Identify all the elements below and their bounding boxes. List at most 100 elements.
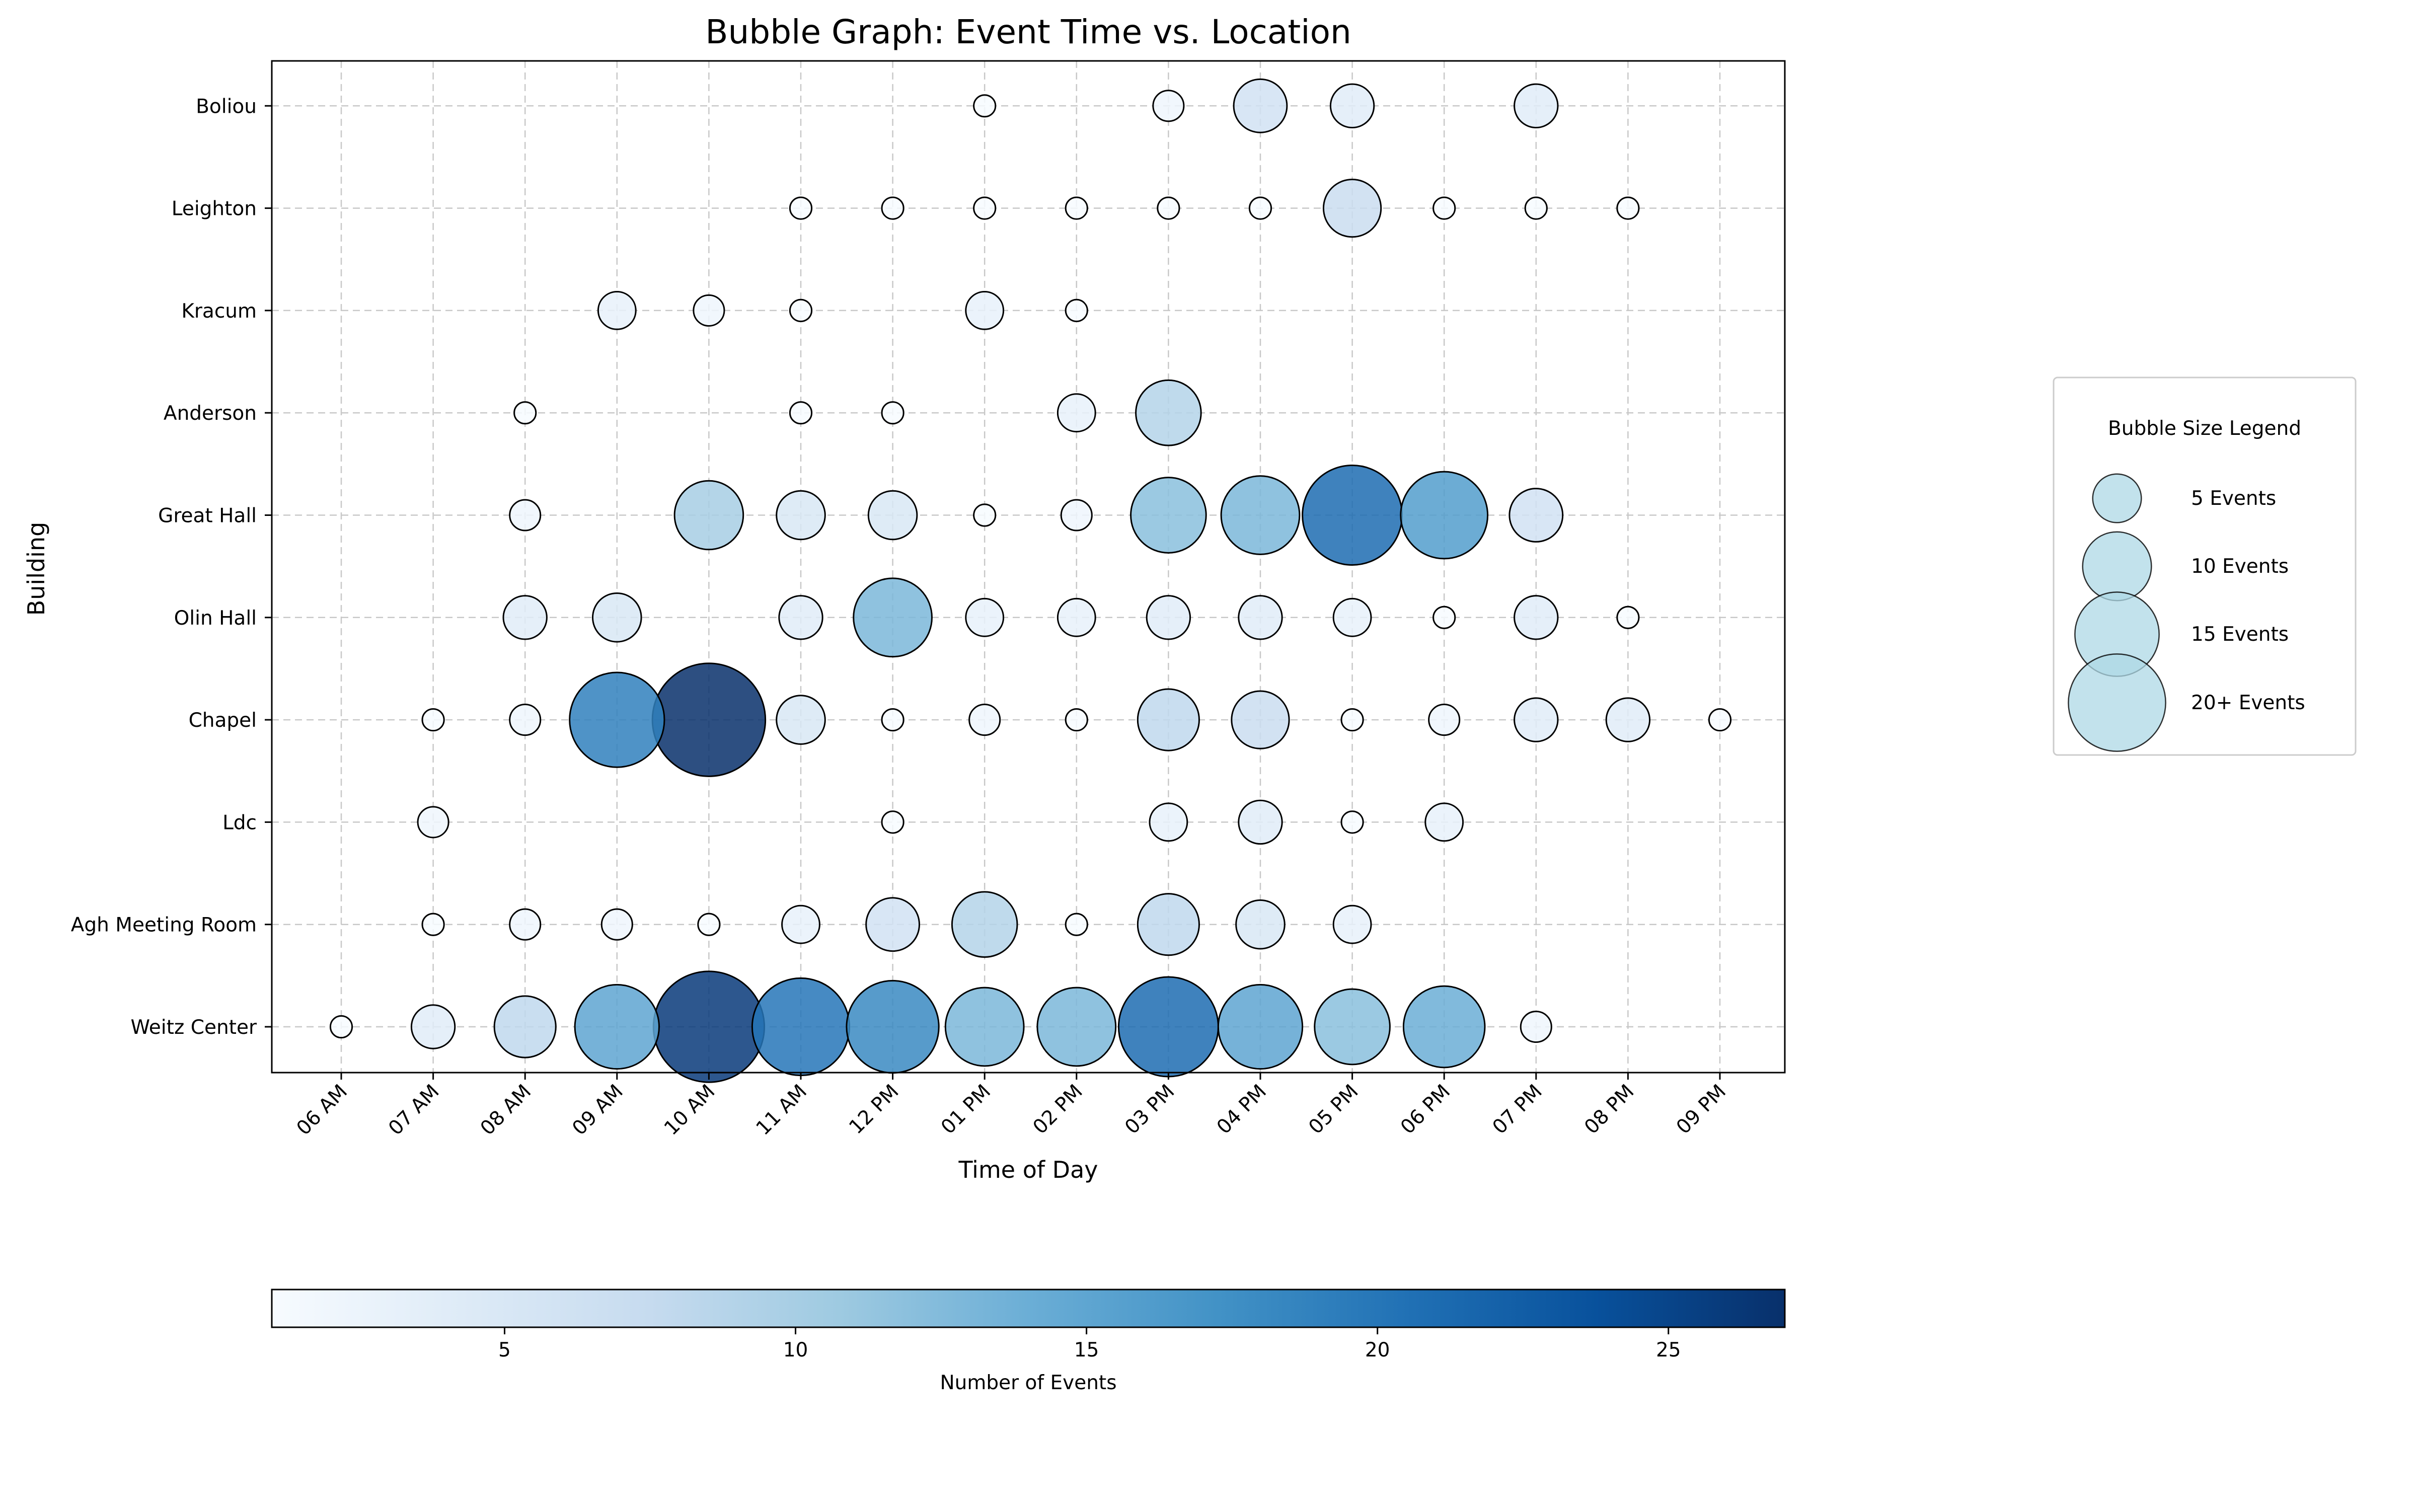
bubble-chapel-07-am: [421, 708, 445, 732]
plot-area: [271, 60, 1786, 1074]
legend-label-15: 15 Events: [2191, 623, 2289, 646]
legend-label-5: 5 Events: [2191, 487, 2276, 510]
bubble-chapel-10-am: [651, 662, 767, 777]
bubble-olin-hall-04-pm: [1238, 595, 1283, 640]
bubble-kracum-02-pm: [1065, 298, 1088, 323]
colorbar-tick-label: 15: [1074, 1339, 1099, 1362]
bubble-weitz-center-10-am: [652, 970, 766, 1083]
bubble-agh-meeting-room-03-pm: [1137, 893, 1200, 956]
chart-title: Bubble Graph: Event Time vs. Location: [705, 13, 1351, 51]
bubble-great-hall-05-pm: [1302, 465, 1403, 566]
bubble-anderson-08-am: [513, 401, 537, 425]
bubble-agh-meeting-room-09-am: [600, 908, 633, 941]
bubble-kracum-01-pm: [965, 290, 1005, 330]
colorbar-tick-label: 5: [498, 1339, 511, 1362]
bubble-olin-hall-01-pm: [965, 597, 1005, 637]
bubble-boliou-07-pm: [1514, 83, 1559, 129]
bubble-leighton-07-pm: [1524, 196, 1548, 220]
bubble-chapel-08-am: [509, 704, 542, 736]
bubble-olin-hall-09-am: [592, 592, 642, 643]
y-tick-label-boliou: Boliou: [196, 95, 257, 118]
bubble-chapel-05-pm: [1340, 708, 1364, 732]
bubble-agh-meeting-room-07-am: [421, 913, 445, 936]
bubble-weitz-center-06-pm: [1402, 985, 1486, 1069]
grid: [272, 61, 1785, 1073]
bubble-chapel-04-pm: [1231, 690, 1290, 749]
bubble-boliou-03-pm: [1152, 90, 1185, 122]
bubble-chapel-02-pm: [1065, 708, 1088, 732]
y-axis-label: Building: [23, 522, 50, 616]
bubble-agh-meeting-room-12-pm: [865, 897, 921, 952]
bubble-great-hall-03-pm: [1130, 477, 1207, 554]
colorbar-ticks: 5 10 15 20 25: [498, 1327, 1681, 1362]
y-tick-label-weitz-center: Weitz Center: [130, 1016, 257, 1039]
bubble-agh-meeting-room-08-am: [509, 908, 542, 941]
size-legend: Bubble Size Legend 5 Events 10 Events 15 E…: [2053, 376, 2357, 756]
bubble-anderson-11-am: [789, 401, 813, 425]
legend-label-10: 10 Events: [2191, 555, 2289, 578]
bubble-weitz-center-01-pm: [944, 987, 1025, 1067]
colorbar: 5 10 15 20 25 Number of Events: [271, 1289, 1786, 1394]
bubble-chapel-03-pm: [1137, 688, 1200, 751]
bubble-weitz-center-12-pm: [846, 979, 940, 1074]
bubble-ldc-05-pm: [1340, 810, 1364, 834]
bubble-agh-meeting-room-11-am: [781, 904, 820, 944]
bubble-ldc-12-pm: [881, 810, 904, 834]
bubble-kracum-09-am: [597, 290, 637, 330]
bubble-anderson-02-pm: [1056, 393, 1096, 433]
bubble-olin-hall-03-pm: [1146, 595, 1191, 640]
bubble-weitz-center-04-pm: [1217, 984, 1304, 1070]
bubble-great-hall-06-pm: [1400, 471, 1489, 560]
bubble-agh-meeting-room-10-am: [697, 913, 721, 936]
bubble-agh-meeting-room-05-pm: [1332, 904, 1372, 944]
bubble-kracum-10-am: [693, 294, 725, 327]
bubble-olin-hall-05-pm: [1332, 597, 1372, 637]
y-tick-label-olin-hall: Olin Hall: [174, 607, 257, 630]
y-axis: Weitz Center Agh Meeting Room Ldc Chapel Oli…: [71, 95, 272, 1039]
bubble-ldc-06-pm: [1424, 802, 1464, 842]
y-tick-label-leighton: Leighton: [172, 198, 257, 220]
bubble-weitz-center-07-pm: [1520, 1010, 1552, 1043]
bubble-agh-meeting-room-04-pm: [1235, 899, 1286, 950]
bubble-leighton-11-am: [789, 196, 813, 220]
bubble-chapel-09-pm: [1708, 708, 1732, 732]
bubble-olin-hall-06-pm: [1432, 606, 1456, 629]
bubble-weitz-center-08-am: [493, 995, 557, 1059]
colorbar-tick-label: 10: [783, 1339, 808, 1362]
bubble-leighton-12-pm: [881, 196, 904, 220]
bubble-leighton-04-pm: [1248, 196, 1272, 220]
legend-title: Bubble Size Legend: [2108, 417, 2301, 440]
bubble-weitz-center-11-am: [751, 977, 851, 1077]
y-tick-label-kracum: Kracum: [181, 300, 257, 323]
bubble-agh-meeting-room-02-pm: [1065, 913, 1088, 936]
bubble-weitz-center-05-pm: [1314, 988, 1391, 1066]
bubble-anderson-12-pm: [881, 401, 904, 425]
bubble-great-hall-08-am: [509, 499, 542, 532]
bubble-kracum-11-am: [789, 298, 813, 323]
bubble-agh-meeting-room-01-pm: [951, 891, 1018, 958]
bubble-great-hall-04-pm: [1220, 475, 1301, 555]
legend-bubble-20: [2068, 653, 2166, 752]
colorbar-tick-label: 25: [1656, 1339, 1681, 1362]
bubble-chapel-11-am: [776, 695, 826, 745]
bubble-leighton-02-pm: [1065, 196, 1088, 220]
y-tick-label-ldc: Ldc: [222, 811, 257, 834]
bubble-olin-hall-12-pm: [853, 577, 933, 658]
bubble-olin-hall-02-pm: [1056, 597, 1096, 637]
legend-label-20: 20+ Events: [2191, 692, 2305, 714]
bubble-great-hall-11-am: [776, 490, 826, 541]
bubble-ldc-07-am: [417, 806, 449, 839]
bubble-chapel-09-am: [569, 671, 665, 768]
bubble-chapel-12-pm: [881, 708, 904, 732]
bubble-weitz-center-07-am: [410, 1004, 456, 1049]
bubble-leighton-08-pm: [1616, 196, 1640, 220]
colorbar-label: Number of Events: [940, 1372, 1116, 1394]
bubble-weitz-center-06-am: [329, 1015, 353, 1039]
bubbles: [329, 78, 1732, 1083]
bubble-weitz-center-02-pm: [1036, 987, 1117, 1067]
bubble-great-hall-10-am: [673, 480, 744, 551]
bubble-ldc-03-pm: [1149, 802, 1188, 842]
